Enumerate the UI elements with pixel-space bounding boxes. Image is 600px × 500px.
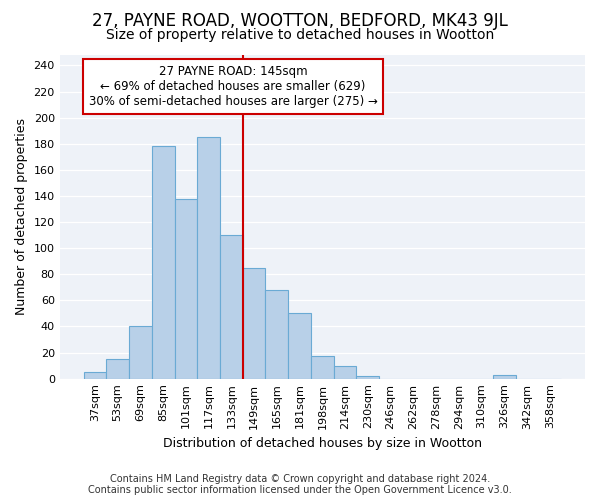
Bar <box>243 268 265 378</box>
Bar <box>493 375 515 378</box>
X-axis label: Distribution of detached houses by size in Wootton: Distribution of detached houses by size … <box>163 437 482 450</box>
Text: Size of property relative to detached houses in Wootton: Size of property relative to detached ho… <box>106 28 494 42</box>
Bar <box>152 146 175 378</box>
Text: Contains public sector information licensed under the Open Government Licence v3: Contains public sector information licen… <box>88 485 512 495</box>
Bar <box>129 326 152 378</box>
Text: 27 PAYNE ROAD: 145sqm
← 69% of detached houses are smaller (629)
30% of semi-det: 27 PAYNE ROAD: 145sqm ← 69% of detached … <box>89 64 377 108</box>
Bar <box>356 376 379 378</box>
Text: 27, PAYNE ROAD, WOOTTON, BEDFORD, MK43 9JL: 27, PAYNE ROAD, WOOTTON, BEDFORD, MK43 9… <box>92 12 508 30</box>
Y-axis label: Number of detached properties: Number of detached properties <box>15 118 28 316</box>
Bar <box>311 356 334 378</box>
Bar <box>197 137 220 378</box>
Bar <box>83 372 106 378</box>
Bar <box>334 366 356 378</box>
Bar <box>265 290 288 378</box>
Bar <box>175 198 197 378</box>
Bar <box>106 359 129 378</box>
Bar <box>220 235 243 378</box>
Bar <box>288 314 311 378</box>
Text: Contains HM Land Registry data © Crown copyright and database right 2024.: Contains HM Land Registry data © Crown c… <box>110 474 490 484</box>
